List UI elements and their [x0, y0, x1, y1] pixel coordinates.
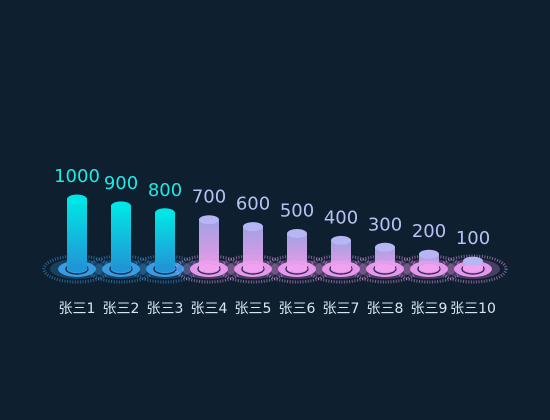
data-label: 900 — [104, 173, 138, 194]
bar — [155, 208, 175, 272]
x-tick-label: 张三4 — [191, 301, 228, 317]
bar — [111, 201, 131, 272]
data-label: 200 — [412, 221, 446, 242]
bar — [199, 215, 219, 272]
data-label: 100 — [456, 228, 490, 249]
x-tick-label: 张三7 — [323, 301, 360, 317]
data-label: 600 — [236, 194, 270, 215]
data-label: 300 — [368, 214, 402, 235]
x-tick-label: 张三1 — [59, 301, 96, 317]
bar — [287, 229, 307, 272]
data-label: 1000 — [54, 166, 100, 187]
bar — [331, 235, 351, 272]
x-tick-label: 张三2 — [103, 301, 140, 317]
data-label: 800 — [148, 180, 182, 201]
data-label: 500 — [280, 201, 314, 222]
bar — [375, 242, 395, 272]
data-label: 700 — [192, 187, 226, 208]
x-tick-label: 张三9 — [411, 301, 448, 317]
x-tick-label: 张三10 — [450, 301, 496, 317]
bar — [243, 222, 263, 272]
x-tick-label: 张三3 — [147, 301, 184, 317]
x-tick-label: 张三8 — [367, 301, 404, 317]
x-tick-label: 张三6 — [279, 301, 316, 317]
data-label: 400 — [324, 207, 358, 228]
x-tick-label: 张三5 — [235, 301, 272, 317]
bar — [67, 194, 87, 272]
bar — [463, 256, 483, 272]
bar — [419, 249, 439, 272]
